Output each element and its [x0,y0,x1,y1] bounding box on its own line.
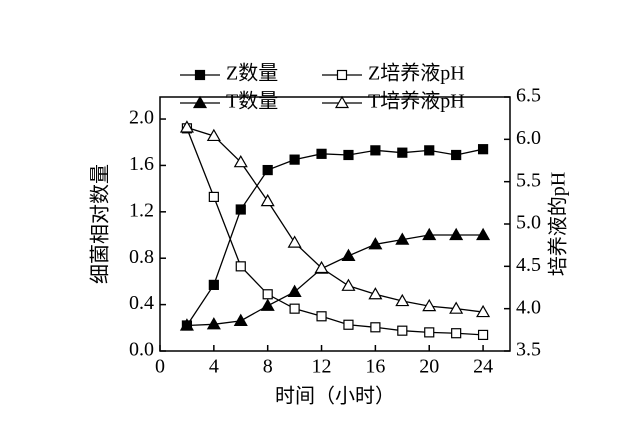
marker [287,284,302,297]
marker [262,289,273,300]
marker [395,293,410,307]
y-tick-label: 1.2 [129,199,154,221]
marker [208,279,219,290]
marker [289,154,300,165]
marker [424,327,435,338]
series-line [186,234,484,327]
x-tick-label: 4 [209,356,219,378]
y2-tick-label: 6.0 [516,127,541,149]
series-line [186,126,484,313]
marker [341,248,356,261]
marker [451,149,462,161]
legend-marker [192,95,208,109]
marker [206,317,221,330]
legend-label: T培养液pH [368,90,465,113]
y-tick-label: 2.0 [129,107,154,129]
y2-tick-label: 5.0 [516,212,541,234]
marker [316,311,327,322]
x-tick-label: 12 [312,356,332,378]
x-tick-label: 20 [419,356,439,378]
marker [260,193,275,207]
marker [368,237,383,250]
marker [233,154,248,168]
legend-marker [336,69,348,81]
marker [476,227,491,241]
marker [289,303,300,314]
marker [316,148,327,159]
marker [368,287,383,300]
marker [370,145,381,156]
marker [235,261,246,272]
marker [179,120,194,133]
x-tick-label: 24 [473,356,493,378]
series-line [186,148,484,326]
marker [206,128,221,142]
legend-label: Z培养液pH [368,62,465,85]
legend-label: Z数量 [226,62,278,85]
legend-marker [334,95,350,109]
marker [343,149,354,161]
x-tick-label: 16 [365,356,385,378]
y-axis-label: 细菌相对数量 [89,164,112,284]
marker [397,325,408,336]
marker [476,304,491,318]
y2-tick-label: 4.0 [516,296,541,318]
marker [395,232,410,245]
y-tick-label: 0.4 [129,292,154,314]
marker [422,227,437,241]
legend-marker [194,69,206,81]
marker [235,204,246,215]
marker [233,313,248,326]
marker [477,329,489,341]
y2-tick-label: 5.5 [516,169,541,191]
marker [287,235,302,248]
marker [260,298,275,311]
y2-tick-label: 4.5 [516,254,541,276]
y-tick-label: 0.0 [129,339,154,361]
marker [451,328,462,339]
y2-tick-label: 6.5 [516,85,541,107]
y2-axis-label: 培养液的pH [547,172,570,276]
series-line [186,128,484,336]
x-tick-label: 0 [155,356,165,378]
y-tick-label: 0.8 [129,246,154,268]
marker [314,260,329,274]
marker [477,144,489,155]
y-tick-label: 1.6 [129,153,154,175]
marker [397,147,408,158]
marker [449,301,464,314]
marker [179,318,194,331]
marker [343,319,354,330]
marker [341,278,356,291]
marker [424,145,435,156]
marker [422,298,437,312]
marker [449,227,464,241]
marker [370,322,381,333]
legend-label: T数量 [226,90,278,113]
marker [208,191,219,203]
y2-tick-label: 3.5 [516,339,541,361]
x-tick-label: 8 [263,356,273,378]
x-axis-label: 时间（小时） [275,385,395,408]
marker [262,164,273,176]
